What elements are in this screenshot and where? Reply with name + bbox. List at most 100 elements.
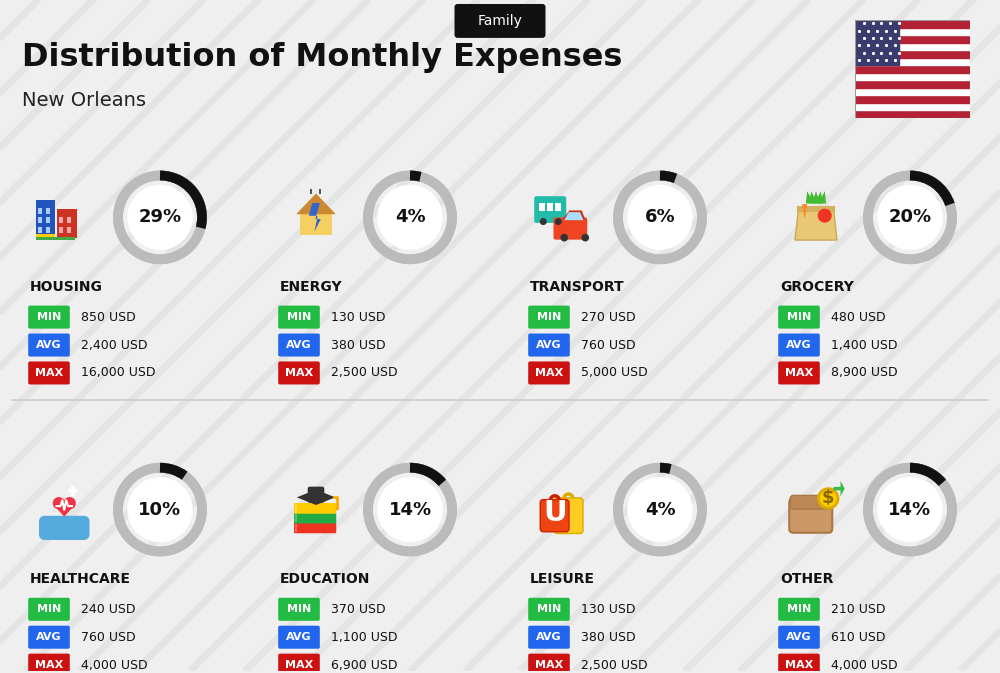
Bar <box>38 227 42 233</box>
Text: 380 USD: 380 USD <box>331 339 386 351</box>
Polygon shape <box>809 191 817 203</box>
Text: 20%: 20% <box>888 209 932 226</box>
FancyBboxPatch shape <box>308 487 324 503</box>
Circle shape <box>378 478 442 542</box>
FancyBboxPatch shape <box>528 306 570 328</box>
Bar <box>295 513 297 522</box>
FancyBboxPatch shape <box>540 499 569 532</box>
Text: 240 USD: 240 USD <box>81 603 136 616</box>
FancyBboxPatch shape <box>28 626 70 649</box>
Bar <box>67 227 71 233</box>
Bar <box>46 217 50 223</box>
Text: MAX: MAX <box>535 660 563 670</box>
Text: 2,500 USD: 2,500 USD <box>581 659 648 672</box>
Bar <box>547 203 553 211</box>
Bar <box>855 20 899 65</box>
Polygon shape <box>815 191 823 203</box>
Bar <box>855 42 970 50</box>
Polygon shape <box>562 211 585 219</box>
Polygon shape <box>297 490 335 505</box>
Text: AVG: AVG <box>786 340 812 350</box>
FancyBboxPatch shape <box>528 598 570 621</box>
Text: Family: Family <box>478 14 522 28</box>
Circle shape <box>818 209 832 223</box>
FancyBboxPatch shape <box>28 653 70 673</box>
Circle shape <box>63 497 76 509</box>
Text: U: U <box>543 499 567 527</box>
Circle shape <box>128 186 192 249</box>
Circle shape <box>628 478 692 542</box>
FancyBboxPatch shape <box>528 626 570 649</box>
Text: MIN: MIN <box>537 604 561 614</box>
Polygon shape <box>806 191 814 203</box>
Bar <box>855 28 970 35</box>
FancyBboxPatch shape <box>294 522 336 533</box>
Bar <box>855 87 970 96</box>
FancyBboxPatch shape <box>28 334 70 357</box>
Bar <box>295 504 297 513</box>
FancyBboxPatch shape <box>528 653 570 673</box>
Text: MAX: MAX <box>785 368 813 378</box>
Bar <box>57 209 76 238</box>
Text: 210 USD: 210 USD <box>831 603 886 616</box>
Bar <box>855 80 970 87</box>
FancyBboxPatch shape <box>528 334 570 357</box>
FancyBboxPatch shape <box>554 498 583 534</box>
Text: 29%: 29% <box>138 209 182 226</box>
Polygon shape <box>818 191 826 203</box>
Text: New Orleans: New Orleans <box>22 92 146 110</box>
Text: $: $ <box>822 489 835 507</box>
Text: MIN: MIN <box>287 312 311 322</box>
Text: 760 USD: 760 USD <box>81 631 136 643</box>
Text: MIN: MIN <box>37 312 61 322</box>
Text: 2,400 USD: 2,400 USD <box>81 339 148 351</box>
Bar <box>71 486 75 495</box>
FancyBboxPatch shape <box>778 653 820 673</box>
Polygon shape <box>564 212 584 220</box>
FancyBboxPatch shape <box>789 499 832 533</box>
Text: MIN: MIN <box>37 604 61 614</box>
Bar <box>855 65 970 73</box>
Text: EDUCATION: EDUCATION <box>280 572 370 586</box>
FancyBboxPatch shape <box>528 361 570 384</box>
Bar <box>59 227 63 233</box>
Text: 16,000 USD: 16,000 USD <box>81 367 156 380</box>
Text: MAX: MAX <box>35 660 63 670</box>
Bar <box>36 238 75 240</box>
Bar <box>555 203 561 211</box>
Bar <box>59 217 63 223</box>
Text: 370 USD: 370 USD <box>331 603 386 616</box>
Text: 6,900 USD: 6,900 USD <box>331 659 398 672</box>
Text: 760 USD: 760 USD <box>581 339 636 351</box>
FancyBboxPatch shape <box>294 503 336 513</box>
Text: AVG: AVG <box>286 340 312 350</box>
FancyBboxPatch shape <box>554 217 587 240</box>
Text: MIN: MIN <box>787 312 811 322</box>
Text: 8,900 USD: 8,900 USD <box>831 367 898 380</box>
Text: Distribution of Monthly Expenses: Distribution of Monthly Expenses <box>22 42 622 73</box>
Circle shape <box>878 186 942 249</box>
Text: AVG: AVG <box>286 632 312 642</box>
Text: MIN: MIN <box>787 604 811 614</box>
Bar <box>855 58 970 65</box>
FancyBboxPatch shape <box>28 306 70 328</box>
Circle shape <box>630 480 690 540</box>
FancyBboxPatch shape <box>778 306 820 328</box>
Bar <box>67 217 71 223</box>
Text: 14%: 14% <box>888 501 932 519</box>
Text: MIN: MIN <box>287 604 311 614</box>
Text: 4,000 USD: 4,000 USD <box>81 659 148 672</box>
Text: MAX: MAX <box>535 368 563 378</box>
Text: 14%: 14% <box>388 501 432 519</box>
Circle shape <box>130 480 190 540</box>
Circle shape <box>130 188 190 247</box>
Text: 6%: 6% <box>645 209 675 226</box>
Text: 4%: 4% <box>395 209 425 226</box>
Circle shape <box>880 480 940 540</box>
Circle shape <box>581 234 589 242</box>
Circle shape <box>878 478 942 542</box>
Circle shape <box>380 188 440 247</box>
FancyBboxPatch shape <box>278 334 320 357</box>
Circle shape <box>540 218 547 225</box>
Text: TRANSPORT: TRANSPORT <box>530 280 625 294</box>
